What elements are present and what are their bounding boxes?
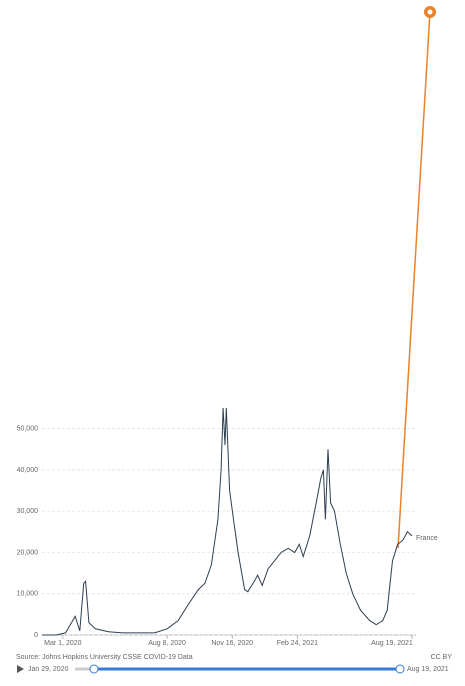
source: Source: Johns Hopkins University CSSE CO… [16, 654, 193, 661]
x-tick-label: Aug 8, 2020 [148, 640, 186, 647]
hover-line [397, 11, 431, 549]
timeline-handle[interactable] [395, 664, 405, 674]
timeline-end: Aug 19, 2021 [407, 666, 449, 673]
y-tick-label: 40,000 [17, 467, 39, 474]
y-tick-label: 50,000 [17, 425, 39, 432]
hover-marker-center [427, 9, 433, 15]
y-tick-label: 20,000 [17, 549, 39, 556]
y-tick-label: 10,000 [17, 591, 39, 598]
play-button[interactable] [17, 665, 24, 673]
x-tick-label: Aug 19, 2021 [371, 640, 413, 647]
legend-label: France [416, 535, 438, 542]
license[interactable]: CC BY [431, 654, 453, 661]
timeline-handle[interactable] [89, 664, 99, 674]
x-tick-label: Mar 1, 2020 [44, 640, 81, 647]
x-tick-label: Nov 16, 2020 [211, 640, 253, 647]
timeline-start: Jan 29, 2020 [28, 666, 69, 673]
y-tick-label: 30,000 [17, 508, 39, 515]
x-tick-label: Feb 24, 2021 [277, 640, 318, 647]
line [42, 407, 413, 636]
y-tick-label: 0 [34, 632, 38, 639]
